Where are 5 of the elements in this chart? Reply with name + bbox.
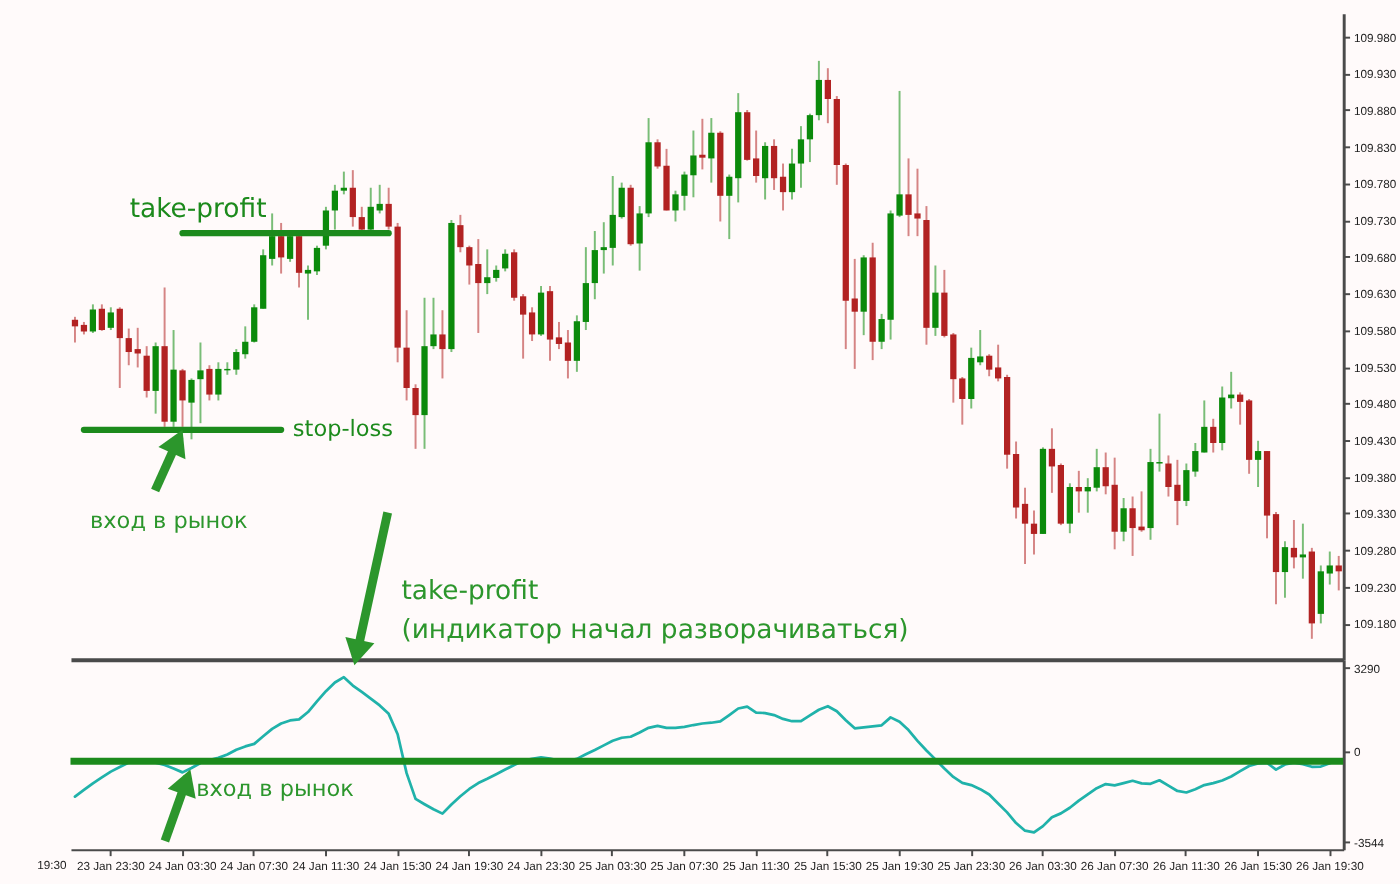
annotation: вход в рынок <box>90 507 249 534</box>
series-label: take-profit <box>129 194 267 225</box>
annotation: take-profit (индикатор начал разворачиваться) <box>401 576 909 646</box>
series-label: stop-loss <box>292 415 394 442</box>
annotation: вход в рынок <box>196 775 355 802</box>
